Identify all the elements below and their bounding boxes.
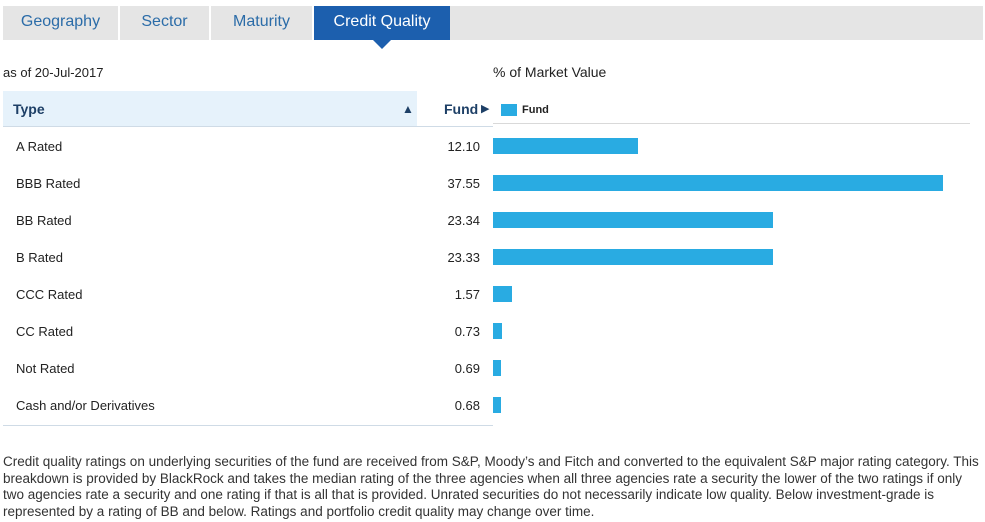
chart-top-divider (493, 123, 970, 124)
tab-credit-quality[interactable]: Credit Quality (314, 6, 450, 49)
bar-b-rated[interactable] (493, 249, 773, 265)
row-fund-value: 0.68 (454, 398, 480, 413)
tab-credit-quality-label: Credit Quality (333, 13, 431, 30)
row-type-label: A Rated (16, 139, 63, 154)
row-fund-value: 23.33 (447, 250, 480, 265)
table-row: BBB Rated 37.55 (3, 165, 493, 202)
row-fund-value: 0.69 (454, 361, 480, 376)
bar-cc-rated[interactable] (493, 323, 502, 339)
row-fund-value: 37.55 (447, 176, 480, 191)
fund-header-label: Fund (444, 101, 479, 117)
row-type-label: BB Rated (16, 213, 72, 228)
table-header-divider (3, 126, 493, 127)
bar-not-rated[interactable] (493, 360, 501, 376)
tab-bar: Geography Sector Maturity Credit Quality (3, 6, 983, 49)
table-row: Cash and/or Derivatives 0.68 (3, 387, 493, 424)
bar-bbb-rated[interactable] (493, 175, 943, 191)
tab-sector[interactable]: Sector (120, 6, 211, 40)
row-type-label: Not Rated (16, 361, 75, 376)
table-row: Not Rated 0.69 (3, 350, 493, 387)
fund-column-header[interactable]: Fund ▶ (417, 91, 492, 127)
table-row: B Rated 23.33 (3, 239, 493, 276)
type-header-label: Type (13, 101, 45, 117)
bar-cash-and-or-derivatives[interactable] (493, 397, 501, 413)
chart-title: % of Market Value (493, 64, 607, 80)
table-row: CCC Rated 1.57 (3, 276, 493, 313)
row-fund-value: 0.73 (454, 324, 480, 339)
table-row: CC Rated 0.73 (3, 313, 493, 350)
row-type-label: CCC Rated (16, 287, 83, 302)
table-row: BB Rated 23.34 (3, 202, 493, 239)
tab-geography[interactable]: Geography (3, 6, 120, 40)
row-fund-value: 12.10 (447, 139, 480, 154)
row-type-label: B Rated (16, 250, 63, 265)
bar-ccc-rated[interactable] (493, 286, 512, 302)
active-tab-caret-icon (373, 40, 391, 49)
row-type-label: Cash and/or Derivatives (16, 398, 155, 413)
row-type-label: CC Rated (16, 324, 74, 339)
footnote: Credit quality ratings on underlying sec… (3, 454, 979, 519)
table-row: A Rated 12.10 (3, 128, 493, 165)
row-fund-value: 1.57 (454, 287, 480, 302)
row-type-label: BBB Rated (16, 176, 81, 191)
type-column-header[interactable]: Type ▲ (3, 91, 417, 127)
table-bottom-divider (3, 425, 493, 426)
as-of-date: as of 20-Jul-2017 (3, 65, 104, 80)
bar-bb-rated[interactable] (493, 212, 773, 228)
legend-swatch (501, 104, 517, 116)
play-arrow-icon[interactable]: ▶ (481, 103, 490, 115)
legend-label: Fund (522, 104, 549, 116)
row-fund-value: 23.34 (447, 213, 480, 228)
sort-ascending-icon[interactable]: ▲ (402, 102, 414, 116)
tab-maturity[interactable]: Maturity (211, 6, 314, 40)
bar-a-rated[interactable] (493, 138, 638, 154)
